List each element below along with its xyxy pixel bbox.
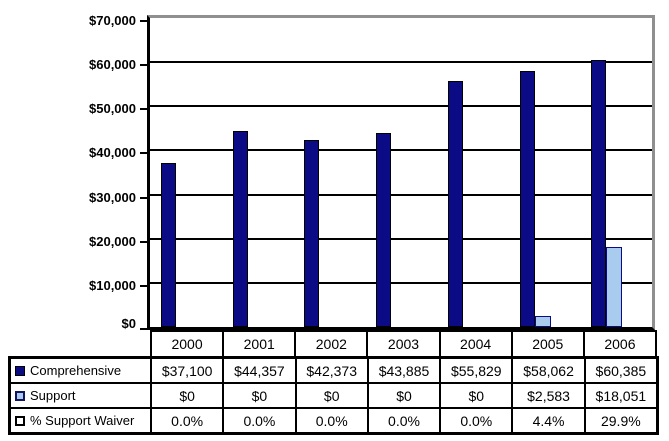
y-axis-tick-mark <box>140 152 147 155</box>
y-axis-label: $50,000 <box>89 101 136 117</box>
year-header-cell: 2006 <box>584 332 655 356</box>
legend-cell-percent-support-waiver: % Support Waiver <box>11 409 150 432</box>
support-value-cell: $0 <box>152 384 223 407</box>
legend-label-percent-support-waiver: % Support Waiver <box>30 413 135 428</box>
y-axis-label: $0 <box>121 316 136 331</box>
year-header-cell: 2002 <box>296 332 367 356</box>
navy-filled-square-icon <box>15 365 25 376</box>
bar-support-2005 <box>534 315 551 327</box>
y-axis-label: $40,000 <box>89 145 136 161</box>
percent-support-waiver-value-cell: 4.4% <box>513 409 584 432</box>
comprehensive-value-cell: $43,885 <box>368 359 440 382</box>
support-value-cell: $2,583 <box>513 384 584 407</box>
y-axis-tick-mark <box>140 328 147 330</box>
year-header-cell: 2003 <box>368 332 439 356</box>
legend-cell-support: Support <box>11 384 150 407</box>
lightblue-square-icon <box>15 390 25 401</box>
legend-label-support: Support <box>30 388 76 403</box>
comprehensive-value-cell: $37,100 <box>152 359 223 382</box>
comprehensive-value-cell: $60,385 <box>585 359 656 382</box>
bar-comprehensive-2004 <box>447 80 463 327</box>
y-axis-labels: $0 $10,000 $20,000 $30,000 $40,000 $50,000 $60… <box>0 13 139 331</box>
percent-support-waiver-value-cell: 0.0% <box>152 409 223 432</box>
gridline <box>150 237 652 240</box>
year-header-row: 2000 2001 2002 2003 2004 2005 2006 <box>150 330 657 356</box>
y-axis-tick-mark <box>140 196 147 199</box>
legend-label-comprehensive: Comprehensive <box>30 363 122 378</box>
bar-comprehensive-2001 <box>232 131 248 327</box>
comprehensive-value-cell: $42,373 <box>296 359 367 382</box>
support-value-cell: $0 <box>224 384 295 407</box>
y-axis-tick-mark <box>140 284 147 287</box>
y-axis-label: $10,000 <box>89 277 136 293</box>
white-square-icon <box>15 415 25 426</box>
comprehensive-value-cell: $55,829 <box>441 359 512 382</box>
bar-comprehensive-2005 <box>519 70 535 327</box>
gridline <box>150 281 652 284</box>
bar-comprehensive-2000 <box>161 163 176 327</box>
year-header-cell: 2004 <box>440 332 511 356</box>
percent-support-waiver-value-cell: 0.0% <box>441 409 512 432</box>
gridline <box>150 149 652 152</box>
comprehensive-value-cell: $44,357 <box>224 359 295 382</box>
comprehensive-value-cell: $58,062 <box>513 359 584 382</box>
support-value-cell: $0 <box>296 384 367 407</box>
support-value-cell: $18,051 <box>585 384 656 407</box>
bar-comprehensive-2003 <box>376 133 392 327</box>
support-value-cell: $0 <box>368 384 440 407</box>
support-value-cell: $0 <box>441 384 512 407</box>
gridline <box>150 61 652 64</box>
y-axis-tick-mark <box>140 240 147 243</box>
y-axis-tick-mark <box>140 20 147 22</box>
year-header-cell: 2001 <box>224 332 295 356</box>
percent-support-waiver-value-cell: 0.0% <box>224 409 295 432</box>
gridline <box>150 105 652 108</box>
y-axis-ticks <box>140 15 147 330</box>
year-header-cell: 2005 <box>512 332 583 356</box>
y-axis-label: $20,000 <box>89 233 136 249</box>
percent-support-waiver-value-cell: 0.0% <box>368 409 440 432</box>
y-axis-tick-mark <box>140 108 147 111</box>
bar-support-2006 <box>606 247 623 327</box>
gridline <box>150 193 652 196</box>
legend-cell-comprehensive: Comprehensive <box>11 359 150 382</box>
y-axis-label: $30,000 <box>89 189 136 205</box>
y-axis-label: $70,000 <box>89 13 136 28</box>
percent-support-waiver-value-cell: 29.9% <box>585 409 656 432</box>
y-axis-label: $60,000 <box>89 57 136 73</box>
bar-comprehensive-2006 <box>591 60 607 327</box>
y-axis-tick-mark <box>140 64 147 67</box>
plot-area <box>147 15 655 330</box>
percent-support-waiver-value-cell: 0.0% <box>296 409 367 432</box>
year-header-cell: 2000 <box>152 332 223 356</box>
bar-comprehensive-2002 <box>304 139 320 327</box>
data-table: Comprehensive $37,100 $44,357 $42,373 $43,88… <box>8 356 659 435</box>
